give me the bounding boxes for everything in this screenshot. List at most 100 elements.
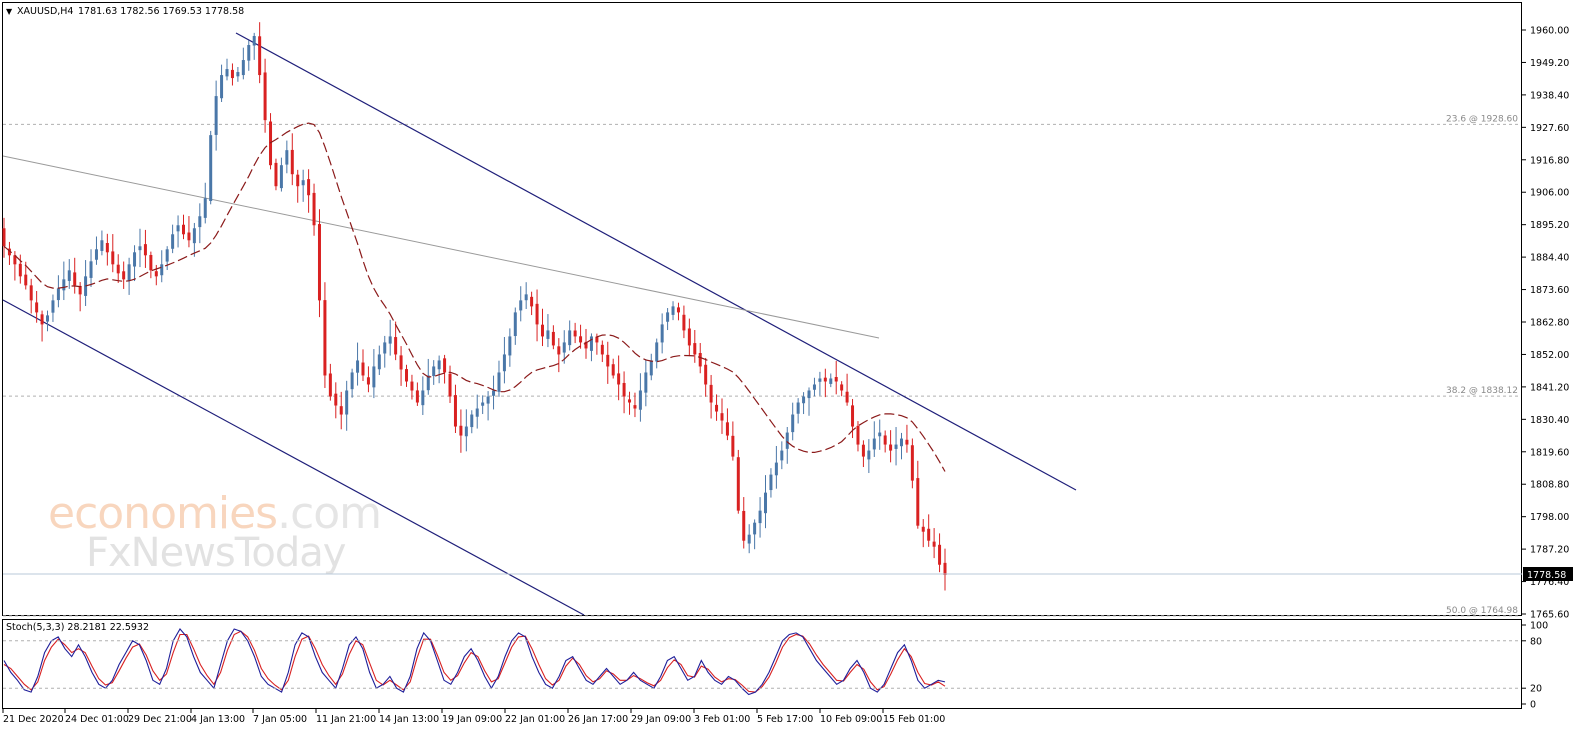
candle-body xyxy=(878,432,882,437)
candle-body xyxy=(764,492,768,514)
candle-body xyxy=(840,384,844,391)
price-tick-label: 1949.20 xyxy=(1530,58,1569,69)
watermark: economies.com FxNewsToday xyxy=(48,488,382,576)
candle-body xyxy=(35,302,39,313)
time-tick-label: 29 Jan 09:00 xyxy=(631,714,691,725)
current-price-box xyxy=(1523,567,1573,581)
candle-body xyxy=(524,294,528,301)
price-tick-label: 1873.60 xyxy=(1530,285,1569,296)
candle-body xyxy=(753,522,757,535)
candle-body xyxy=(742,510,746,541)
stoch-tick-label: 100 xyxy=(1530,621,1548,632)
gray-trend-line xyxy=(2,155,880,339)
candle-body xyxy=(715,404,719,412)
candle-body xyxy=(317,224,321,301)
candle-body xyxy=(927,528,931,541)
candle-body xyxy=(600,344,604,355)
time-tick-label: 14 Jan 13:00 xyxy=(379,714,439,725)
price-tick-label: 1776.40 xyxy=(1530,577,1569,588)
candle-body xyxy=(62,279,66,291)
candle-body xyxy=(687,328,691,346)
moving-average-line xyxy=(3,122,946,472)
time-tick-label: 10 Feb 09:00 xyxy=(820,714,882,725)
candle-body xyxy=(274,162,278,187)
candle-body xyxy=(56,288,60,301)
candle-body xyxy=(133,252,137,267)
candle-body xyxy=(334,393,338,406)
candle-body xyxy=(301,180,305,186)
candle-body xyxy=(426,375,430,391)
candle-body xyxy=(394,337,398,355)
svg-text:economies.com: economies.com xyxy=(48,488,381,539)
watermark-line2: FxNewsToday xyxy=(86,530,346,576)
price-tick-label: 1862.80 xyxy=(1530,318,1569,329)
candle-body xyxy=(671,306,675,315)
candle-body xyxy=(171,234,175,249)
candle-body xyxy=(622,382,626,397)
candle-body xyxy=(339,406,343,415)
candle-body xyxy=(660,324,664,343)
candle-body xyxy=(557,346,561,355)
candle-body xyxy=(796,402,800,414)
time-tick-label: 22 Jan 01:00 xyxy=(505,714,565,725)
candle-body xyxy=(432,366,436,377)
stoch-title: Stoch(5,3,3) 28.2181 22.5932 xyxy=(6,622,149,633)
candle-body xyxy=(2,228,6,247)
candle-body xyxy=(617,373,621,385)
candle-body xyxy=(377,354,381,370)
fib-level-label: 38.2 @ 1838.12 xyxy=(1446,386,1518,396)
candle-body xyxy=(867,450,871,460)
candle-body xyxy=(872,438,876,450)
candle-body xyxy=(209,135,213,202)
candle-body xyxy=(845,391,849,403)
stoch-tick-label: 20 xyxy=(1530,684,1542,695)
candle-body xyxy=(361,362,365,376)
time-tick-label: 15 Feb 01:00 xyxy=(883,714,945,725)
time-tick-label: 11 Jan 21:00 xyxy=(316,714,376,725)
candle-body xyxy=(437,360,441,370)
current-price-label: 1778.58 xyxy=(1527,570,1566,581)
candle-body xyxy=(649,360,653,376)
trendlines xyxy=(2,32,1077,616)
time-tick-label: 5 Feb 17:00 xyxy=(757,714,813,725)
candle-body xyxy=(921,526,925,532)
channel-lower-line xyxy=(2,299,585,616)
candle-body xyxy=(780,450,784,461)
stoch-tick-label: 0 xyxy=(1530,700,1536,711)
candle-body xyxy=(356,360,360,373)
price-tick-label: 1841.20 xyxy=(1530,382,1569,393)
candle-body xyxy=(889,444,893,451)
candle-body xyxy=(725,422,729,436)
candle-body xyxy=(405,369,409,382)
candle-body xyxy=(100,240,104,251)
candle-body xyxy=(606,354,610,367)
candle-body xyxy=(203,198,207,218)
stoch-main-line xyxy=(3,628,946,696)
candle-body xyxy=(470,414,474,428)
time-tick-label: 7 Jan 05:00 xyxy=(253,714,307,725)
candle-body xyxy=(611,364,615,376)
candle-body xyxy=(758,510,762,524)
candle-body xyxy=(698,353,702,367)
price-tick-label: 1895.20 xyxy=(1530,220,1569,231)
candle-body xyxy=(595,336,599,343)
channel-upper-line xyxy=(235,32,1077,491)
candle-body xyxy=(290,149,294,175)
candle-body xyxy=(230,69,234,79)
price-tick-label: 1852.00 xyxy=(1530,350,1569,361)
candle-body xyxy=(916,478,920,526)
candle-body xyxy=(453,395,457,427)
candle-body xyxy=(736,457,740,511)
candles xyxy=(2,22,947,591)
candle-body xyxy=(938,544,942,565)
candle-body xyxy=(410,381,414,391)
candle-body xyxy=(666,312,670,322)
candle-body xyxy=(481,402,485,406)
candle-body xyxy=(328,373,332,397)
candle-body xyxy=(932,541,936,547)
candle-body xyxy=(513,312,517,337)
candle-body xyxy=(225,69,229,77)
candle-body xyxy=(682,314,686,331)
candle-body xyxy=(89,261,93,278)
